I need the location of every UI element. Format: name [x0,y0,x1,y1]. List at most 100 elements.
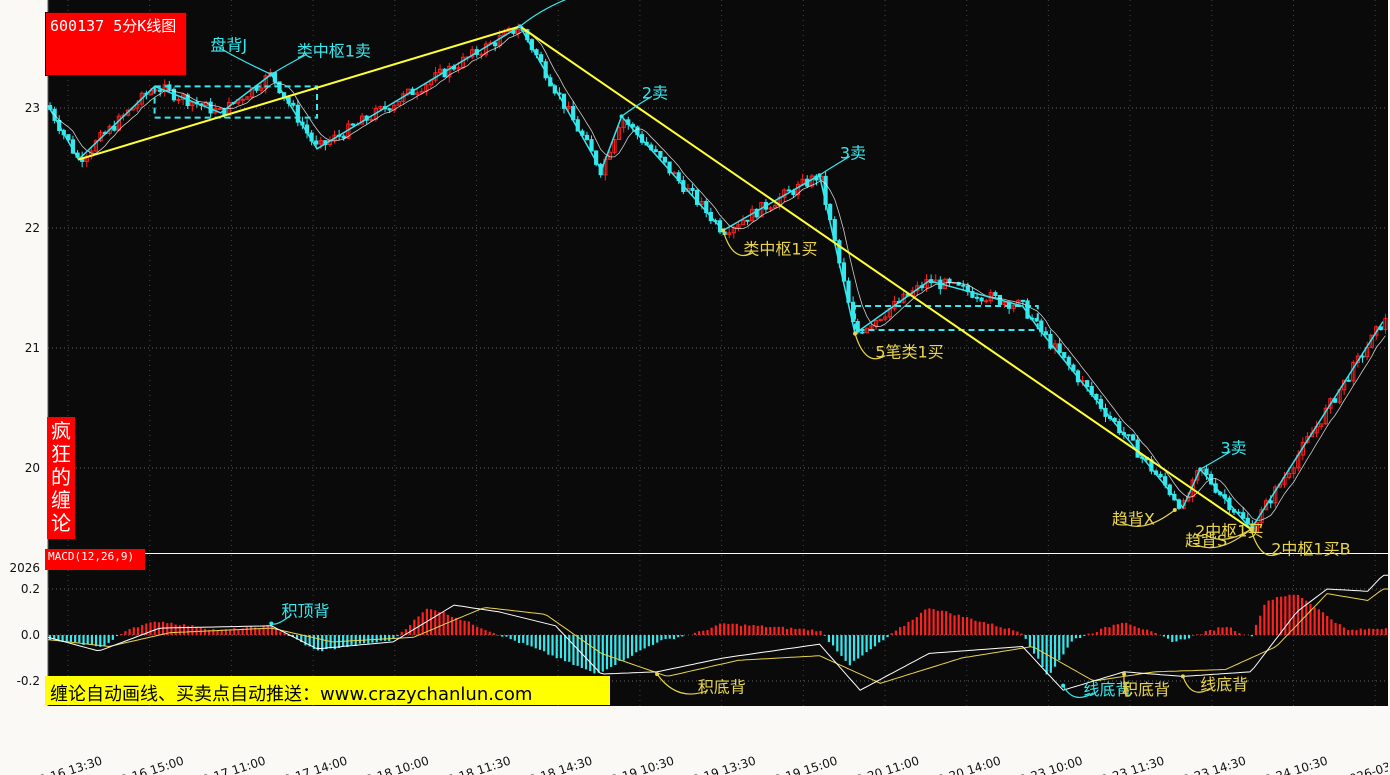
candle-up [479,53,484,56]
candle-up [259,87,264,91]
candle-up [727,232,732,235]
macd-annotation-arrow-tip [1061,683,1066,688]
price-annotation-arrow [1121,509,1176,527]
candle-down [350,123,356,126]
price-annotation-arrow [1204,528,1252,540]
candle-up [864,327,869,334]
candle-down [1241,512,1246,519]
candle-up [162,84,167,92]
right-margin [1388,0,1390,775]
candle-down [979,297,984,302]
candle-up [1291,467,1296,475]
candle-up [869,325,874,329]
candle-up [415,92,420,96]
candle-down [1158,473,1163,478]
candle-down [584,134,590,141]
candle-up [736,224,741,228]
candle-down [1126,434,1131,437]
macd-annotation: 积底背 [1122,680,1170,699]
candle-up [249,87,255,98]
macd-annotation-arrow [1062,685,1094,699]
candle-up [873,320,879,327]
candle-up [984,300,989,303]
candle-down [956,281,961,286]
price-annotation-arrow-tip [853,331,858,336]
price-annotation: 5笔类1买 [875,343,943,362]
price-annotation: 3卖 [840,143,866,162]
price-annotation-arrow [271,53,307,75]
candle-up [1195,470,1200,481]
indicator-label: MACD(12,26,9) [48,550,135,563]
x-tick-label: 2026-03-24 [1340,754,1390,775]
price-annotation-arrow-tip [721,228,726,233]
macd-tick-label: 0.0 [21,628,40,642]
candle-up [217,108,222,111]
candle-up [1374,326,1379,336]
candle-up [612,138,617,153]
candle-down [538,54,544,63]
macd-tick-label: -0.2 [17,674,40,688]
price-annotation-arrow [722,230,754,257]
macd-annotation-arrow-tip [655,672,660,677]
candle-up [1383,317,1388,331]
candle-up [470,49,475,58]
macd-tick-label: 0.2 [21,582,40,596]
candle-up [566,106,571,109]
candle-down [961,284,966,287]
price-annotation: 类中枢1买 [743,239,817,258]
price-annotation: 类中枢1卖 [297,41,371,60]
candle-up [318,140,323,145]
candle-up [1002,301,1007,305]
candle-down [1130,434,1136,441]
macd-annotation: 线底背 [1083,680,1131,699]
candle-down [493,42,498,47]
candle-down [653,149,658,152]
candle-up [1319,423,1324,427]
price-annotation-arrow [854,333,886,360]
price-annotation-arrow [621,95,653,117]
candle-up [419,90,424,94]
candle-up [456,67,461,70]
macd-annotation: 积底背 [698,678,746,697]
candle-down [1085,380,1090,388]
macd-top-label: 2026 [9,561,40,575]
side-badge [47,417,75,539]
candle-down [589,139,594,152]
candle-down [860,331,865,334]
candle-up [245,96,250,100]
zhongshu-box [854,305,1039,331]
candle-up [396,101,401,106]
candle-up [1328,398,1333,409]
indicator-badge [45,549,145,570]
candle-up [1181,500,1186,509]
price-annotation-arrow [1199,451,1231,470]
promo-banner[interactable] [45,676,610,705]
candle-up [772,205,778,209]
price-annotation: 2中枢1买B [1271,539,1350,558]
candle-down [1020,299,1026,302]
candle-down [658,150,663,158]
candle-up [1323,407,1328,425]
price-tick-label: 20 [25,461,40,475]
price-tick-label: 23 [25,101,40,115]
candle-up [1273,486,1278,504]
price-annotation-arrow-tip [619,114,624,119]
candle-up [731,226,736,234]
macd-annotation-arrow-tip [1122,672,1127,677]
price-annotation-arrow [220,47,272,75]
candle-down [662,156,668,163]
candle-up [699,200,704,205]
candle-down [387,108,392,111]
price-annotation-arrow [1194,528,1252,549]
promo-banner-text[interactable]: 缠论自动画线、买卖点自动推送：www.crazychanlun.com [50,684,533,705]
price-annotation-arrow [1250,529,1282,557]
candle-up [176,98,181,101]
macd-annotation-arrow [1123,674,1133,697]
candle-up [795,183,801,196]
candle-up [516,28,521,34]
price-annotation-arrow-tip [817,173,822,178]
price-annotation-arrow-tip [269,72,274,77]
candle-down [66,134,71,141]
price-annotation: 2中枢1买 [1195,521,1263,540]
